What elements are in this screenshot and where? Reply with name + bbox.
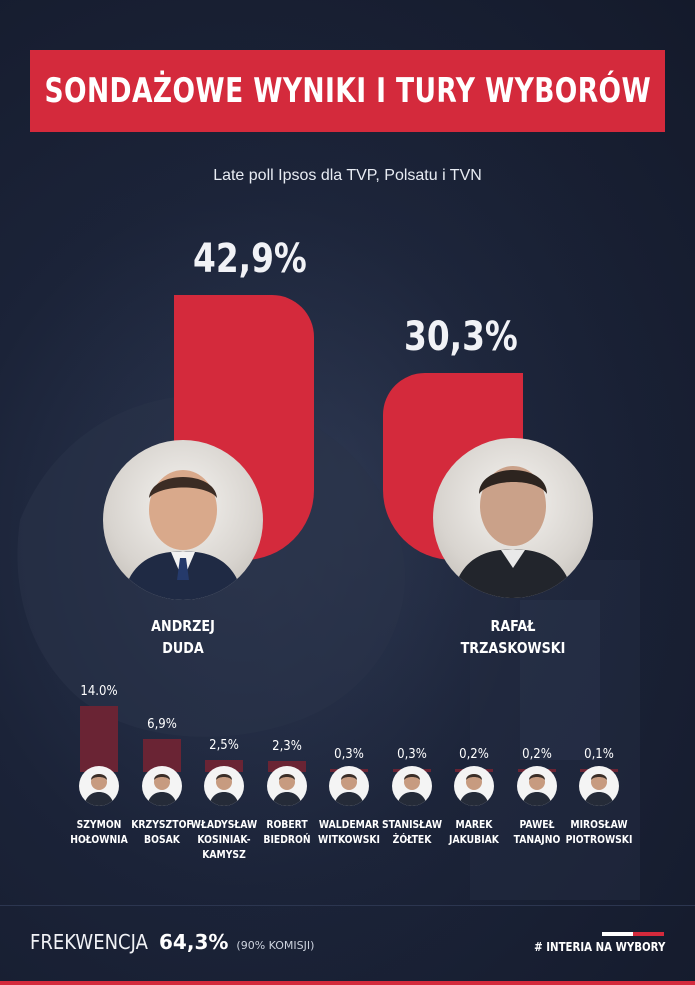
candidate-name-duda: ANDRZEJ DUDA <box>115 615 251 659</box>
person-icon <box>123 470 243 600</box>
candidate-name: MIROSŁAW PIOTROWSKI <box>564 818 634 848</box>
candidate-name-line: BIEDROŃ <box>262 834 311 846</box>
candidate-portrait <box>266 766 307 806</box>
footer-divider <box>0 905 695 906</box>
candidate-value-label: 0,3% <box>334 747 364 762</box>
person-icon <box>209 774 239 806</box>
candidate-name: SZYMON HOŁOWNIA <box>64 818 134 848</box>
candidate-value-label: 0,3% <box>396 747 427 762</box>
turnout-note: (90% KOMISJI) <box>236 939 315 952</box>
candidate-name-line: WALDEMAR <box>318 819 380 831</box>
candidate-name-line: MIROSŁAW <box>570 819 628 831</box>
brand-flag-red <box>633 932 664 936</box>
candidate-name: WŁADYSŁAW KOSINIAK- KAMYSZ <box>189 818 259 863</box>
turnout: FREKWENCJA 64,3% (90% KOMISJI) <box>30 930 314 954</box>
candidate-last-name: DUDA <box>162 639 204 657</box>
candidate-name-line: ROBERT <box>265 819 308 831</box>
candidate-name-line: JAKUBIAK <box>449 834 499 846</box>
candidate-name-line: WŁADYSŁAW <box>190 819 258 831</box>
candidate-portrait <box>391 766 432 806</box>
candidate-name-line: TANAJNO <box>513 834 560 846</box>
candidate-name-line: WITKOWSKI <box>318 834 380 846</box>
person-icon <box>146 774 177 806</box>
candidate-first-name: ANDRZEJ <box>151 617 215 635</box>
candidate-value-label: 2,5% <box>209 738 239 754</box>
candidate-value-label: 14.0% <box>80 684 118 699</box>
subtitle: Late poll Ipsos dla TVP, Polsatu i TVN <box>213 167 482 184</box>
candidate-name: ROBERT BIEDROŃ <box>251 818 321 848</box>
candidate-name: STANISŁAW ŻÓŁTEK <box>376 818 446 848</box>
brand-logo: # INTERIA NA WYBORY <box>533 940 665 954</box>
candidate-name-line: KRZYSZTOF <box>130 819 193 831</box>
page-title: SONDAŻOWE WYNIKI I TURY WYBORÓW <box>44 71 651 111</box>
person-icon <box>334 774 364 806</box>
portrait-trzaskowski <box>433 438 593 598</box>
candidate-name: PAWEŁ TANAJNO <box>501 818 571 848</box>
candidate-name-line: KAMYSZ <box>202 849 246 861</box>
candidate-name-line: MAREK <box>455 819 493 831</box>
person-icon <box>271 774 302 806</box>
candidate-name-line: HOŁOWNIA <box>70 834 128 846</box>
candidate-bar <box>80 706 118 772</box>
turnout-value: 64,3% <box>159 930 229 954</box>
candidate-first-name: RAFAŁ <box>490 617 536 635</box>
value-label-trzaskowski: 30,3% <box>404 314 518 360</box>
candidate-portrait <box>79 766 119 806</box>
candidate-name: MAREK JAKUBIAK <box>439 818 509 848</box>
person-icon <box>584 774 614 806</box>
candidate-name-line: PAWEŁ <box>518 819 555 831</box>
candidate-value-label: 2,3% <box>271 739 302 755</box>
candidate-portrait <box>141 766 182 806</box>
value-label-duda: 42,9% <box>193 236 307 282</box>
candidate-name-trzaskowski: RAFAŁ TRZASKOWSKI <box>445 615 581 659</box>
candidate-last-name: TRZASKOWSKI <box>460 639 566 657</box>
candidate-name-line: SZYMON <box>76 819 122 831</box>
turnout-label: FREKWENCJA <box>30 930 148 954</box>
person-icon <box>521 774 552 806</box>
candidate-name-line: KOSINIAK- <box>197 834 251 846</box>
candidate-name-line: BOSAK <box>143 834 180 846</box>
title-banner: SONDAŻOWE WYNIKI I TURY WYBORÓW <box>30 50 665 132</box>
candidate-portrait <box>329 766 369 806</box>
candidate-value-label: 0,2% <box>459 747 489 762</box>
person-icon <box>453 466 573 598</box>
candidate-portrait <box>454 766 494 806</box>
candidate-portrait <box>579 766 619 806</box>
candidate-name-line: PIOTROWSKI <box>565 834 633 846</box>
candidate-portrait <box>516 766 557 806</box>
candidate-value-label: 0,1% <box>584 747 614 762</box>
candidate-portrait <box>204 766 244 806</box>
candidate-name: KRZYSZTOF BOSAK <box>126 818 196 848</box>
portrait-duda <box>103 440 263 600</box>
candidate-name: WALDEMAR WITKOWSKI <box>314 818 384 848</box>
candidate-value-label: 0,2% <box>521 747 552 762</box>
candidate-value-label: 6,9% <box>146 717 177 733</box>
person-icon <box>459 774 489 806</box>
person-icon <box>396 774 427 806</box>
person-icon <box>84 774 114 806</box>
candidate-name-line: STANISŁAW <box>381 819 442 831</box>
bottom-accent-strip <box>0 981 695 985</box>
candidate-name-line: ŻÓŁTEK <box>392 834 431 846</box>
